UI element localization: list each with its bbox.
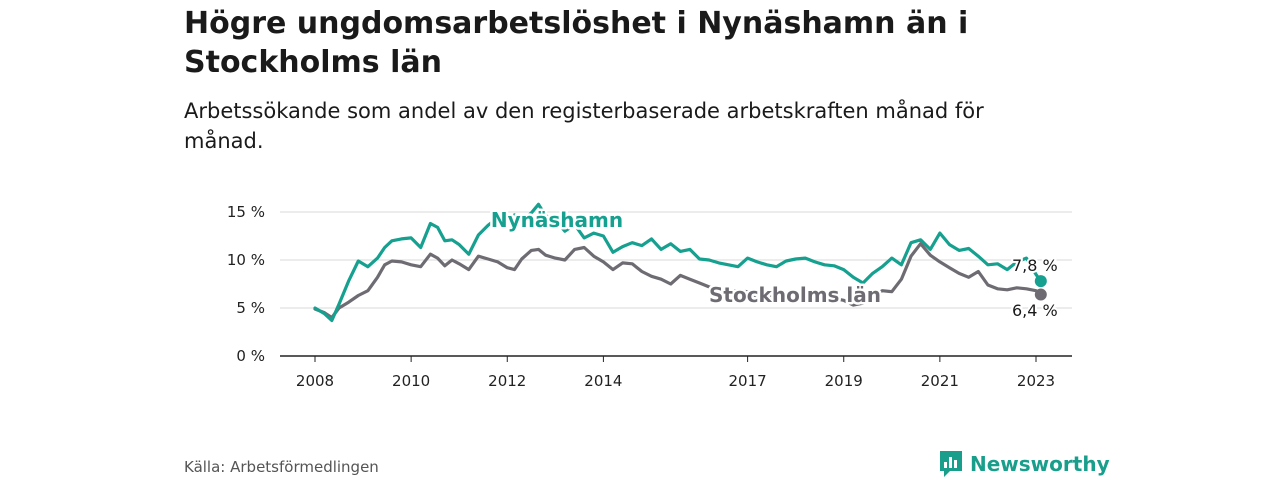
chart-subtitle: Arbetssökande som andel av den registerb…	[184, 99, 984, 153]
x-tick-label-1: 2010	[392, 372, 430, 390]
brand-logo[interactable]: Newsworthy	[938, 449, 1110, 479]
y-tick-label-3: 15 %	[227, 203, 265, 221]
series-line-1	[313, 242, 1043, 320]
series-name-label-1: Stockholms län	[709, 283, 881, 307]
brand-name: Newsworthy	[970, 452, 1110, 476]
y-tick-label-0: 0 %	[236, 347, 265, 365]
series-name-label-0: Nynäshamn	[491, 208, 623, 232]
x-tick-label-0: 2008	[296, 372, 334, 390]
series-end-point-0	[1034, 275, 1047, 288]
x-tick-label-2: 2012	[488, 372, 526, 390]
x-tick-label-7: 2023	[1017, 372, 1055, 390]
chart-title: Högre ungdomsarbetslöshet i Nynäshamn än…	[184, 6, 969, 80]
series-end-point-1	[1034, 288, 1047, 301]
newsworthy-icon	[940, 451, 962, 477]
x-tick-label-5: 2019	[825, 372, 863, 390]
series-end-label-0: 7,8 %	[1012, 256, 1058, 275]
series-line-0	[313, 202, 1043, 323]
series-end-label-1: 6,4 %	[1012, 301, 1058, 320]
x-tick-label-3: 2014	[584, 372, 622, 390]
source-note: Källa: Arbetsförmedlingen	[184, 458, 379, 476]
x-tick-label-6: 2021	[921, 372, 959, 390]
y-tick-label-1: 5 %	[236, 299, 265, 317]
x-tick-label-4: 2017	[729, 372, 767, 390]
y-tick-label-2: 10 %	[227, 251, 265, 269]
